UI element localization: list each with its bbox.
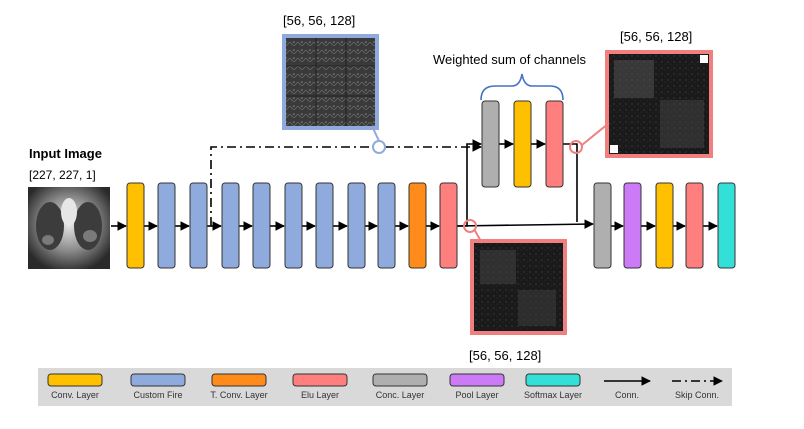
legend-label-pool: Pool Layer (455, 390, 498, 400)
output-layer-5-softmax (717, 182, 736, 269)
weighted-sum-label: Weighted sum of channels (433, 52, 586, 67)
main-layer-6-fire (284, 182, 303, 269)
legend-label-softmax: Softmax Layer (524, 390, 582, 400)
legend-swatch-fire (130, 373, 186, 387)
legend-label-conn: Conn. (615, 390, 639, 400)
feature-map-bottom (470, 239, 567, 335)
feature-map-right (605, 50, 713, 158)
output-layer-3-conv (655, 182, 674, 269)
branch-layer-3-elu (545, 100, 564, 188)
main-layer-4-fire (221, 182, 240, 269)
main-layer-9-fire (377, 182, 396, 269)
legend-label-conc: Conc. Layer (376, 390, 425, 400)
input-ct-image (28, 187, 110, 269)
legend-label-tconv: T. Conv. Layer (210, 390, 267, 400)
connections (111, 139, 718, 231)
conn-branch-down (563, 143, 578, 222)
legend-swatch-conc (372, 373, 428, 387)
feature-map-bottom-label: [56, 56, 128] (469, 348, 541, 363)
legend-swatch-softmax (525, 373, 581, 387)
legend: Conv. Layer Custom Fire T. Conv. Layer Elu … (47, 373, 723, 400)
legend-label-fire: Custom Fire (133, 390, 182, 400)
input-shape: [227, 227, 1] (29, 168, 96, 182)
tap-circle-blue (372, 140, 386, 154)
feature-map-top-label: [56, 56, 128] (283, 13, 355, 28)
legend-swatch-pool (449, 373, 505, 387)
tap-circle-red-1 (569, 140, 583, 154)
feature-map-right-label: [56, 56, 128] (620, 29, 692, 44)
output-layer-4-elu (685, 182, 704, 269)
main-layer-5-fire (252, 182, 271, 269)
weighted-sum-brace (480, 73, 564, 101)
legend-label-skip: Skip Conn. (675, 390, 719, 400)
legend-label-conv: Conv. Layer (51, 390, 99, 400)
main-layer-3-fire (189, 182, 208, 269)
conn-fork-up (457, 139, 482, 227)
legend-label-elu: Elu Layer (301, 390, 339, 400)
feature-map-top (282, 34, 379, 130)
legend-swatch-elu (292, 373, 348, 387)
input-title: Input Image (29, 146, 102, 161)
legend-swatch-tconv (211, 373, 267, 387)
layer-blocks (126, 100, 736, 269)
main-layer-1-conv (126, 182, 145, 269)
branch-layer-1-conc (481, 100, 500, 188)
main-layer-10-tconv (408, 182, 427, 269)
branch-layer-2-conv (513, 100, 532, 188)
main-layer-11-elu (439, 182, 458, 269)
legend-swatch-conv (47, 373, 103, 387)
main-layer-2-fire (157, 182, 176, 269)
skip-connection-left (210, 146, 373, 226)
main-layer-7-fire (315, 182, 334, 269)
main-layer-8-fire (347, 182, 366, 269)
conn-main-to-concat (456, 219, 594, 229)
output-layer-2-pool (623, 182, 642, 269)
output-layer-1-conc (593, 182, 612, 269)
tap-circle-red-2 (463, 219, 477, 233)
